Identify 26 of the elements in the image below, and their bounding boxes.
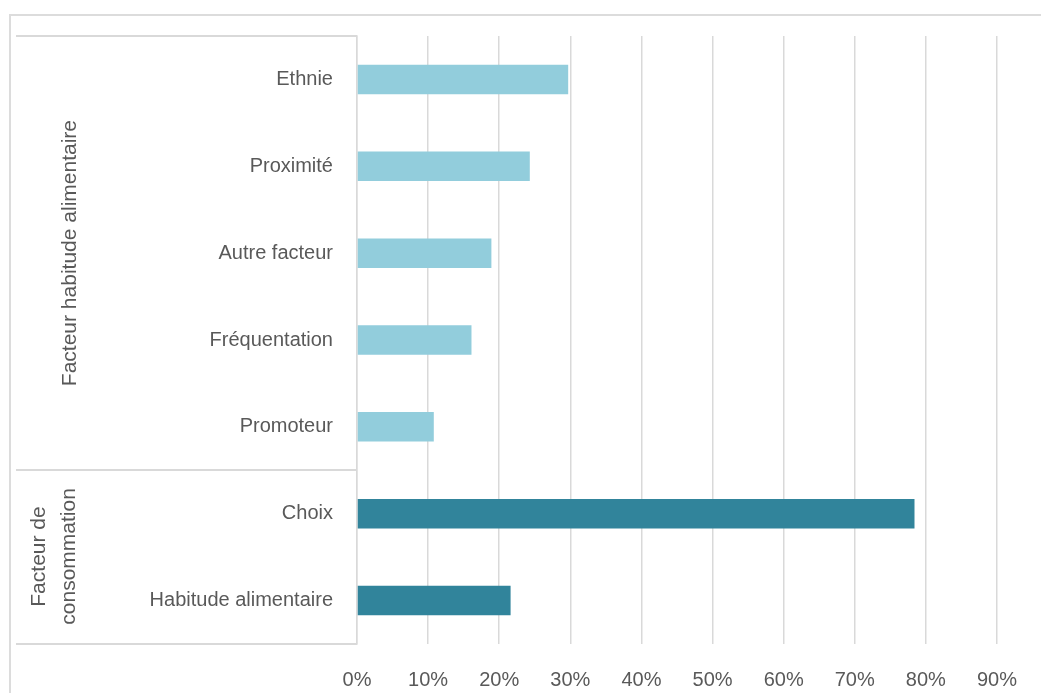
- x-tick-label: 60%: [763, 667, 804, 690]
- bar: [357, 238, 492, 268]
- bar: [357, 64, 569, 95]
- text: Facteur habitude alimentaire: [56, 120, 81, 387]
- text: Facteur de consommation: [25, 487, 81, 628]
- x-tick-label: 90%: [976, 667, 1018, 690]
- x-tick-label: 30%: [550, 667, 591, 690]
- bar: [357, 412, 434, 442]
- y-tick-label: Proximité: [249, 153, 333, 176]
- x-tick-label: 20%: [479, 667, 520, 690]
- bar: [357, 325, 472, 355]
- y-tick-label: Ethnie: [276, 66, 333, 89]
- x-tick-label: 70%: [834, 667, 875, 690]
- bar: [357, 498, 915, 529]
- y-tick-label: Habitude alimentaire: [149, 588, 333, 611]
- y-tick-label: Fréquentation: [209, 327, 333, 350]
- x-tick-label: 0%: [342, 667, 372, 690]
- bar: [357, 585, 511, 616]
- bar: [357, 151, 530, 182]
- y-tick-label: Promoteur: [239, 414, 334, 437]
- y-tick-label: Choix: [281, 501, 333, 524]
- x-tick-label: 10%: [408, 667, 449, 690]
- x-tick-label: 50%: [692, 667, 733, 690]
- x-tick-label: 80%: [905, 667, 947, 690]
- y-tick-label: Autre facteur: [218, 240, 334, 263]
- x-tick-label: 40%: [621, 667, 662, 690]
